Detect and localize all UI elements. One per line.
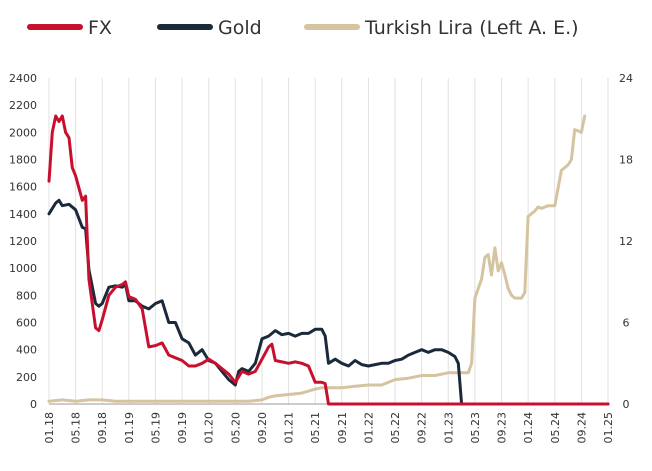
y-left-tick-label: 400 [16,344,37,357]
x-tick-label: 01.20 [203,412,216,444]
x-tick-label: 01.22 [362,412,375,444]
y-right-tick-label: 12 [619,235,633,248]
x-tick-label: 09.19 [176,412,189,444]
x-tick-label: 09.24 [575,412,588,444]
y-left-tick-label: 1600 [9,181,37,194]
y-right-tick-label: 18 [619,154,633,167]
legend-label-2: Turkish Lira (Left A. E.) [364,17,579,39]
x-tick-label: 09.18 [96,412,109,444]
x-tick-label: 01.25 [602,412,615,444]
y-left-tick-label: 600 [16,317,37,330]
legend: FX Gold Turkish Lira (Left A. E.) [27,17,579,39]
y-left-tick-label: 0 [30,398,37,411]
series-line-fx [47,114,610,406]
x-tick-label: 01.19 [123,412,136,444]
y-left-tick-label: 1000 [9,262,37,275]
x-tick-label: 05.21 [309,412,322,444]
x-tick-label: 09.22 [416,412,429,444]
x-tick-label: 09.21 [336,412,349,444]
y-left-tick-label: 200 [16,371,37,384]
series-layer [47,114,610,406]
x-tick-label: 05.22 [389,412,402,444]
y-left-tick-label: 1800 [9,154,37,167]
x-tick-label: 01.24 [522,412,535,444]
tick-labels: 0 200 400 600 800 1000 1200 1400 1600 1800 2000 220… [9,72,633,444]
x-tick-label: 05.23 [469,412,482,444]
y-right-tick-label: 6 [623,317,630,330]
x-tick-label: 05.18 [70,412,83,444]
y-left-tick-label: 1200 [9,235,37,248]
legend-label-1: Gold [218,17,262,39]
y-right-tick-label: 0 [623,398,630,411]
x-tick-label: 01.23 [442,412,455,444]
series-line-gold [47,198,610,406]
y-right-tick-label: 24 [619,72,633,85]
x-tick-label: 09.23 [496,412,509,444]
y-left-tick-label: 2000 [9,126,37,139]
x-tick-label: 05.20 [229,412,242,444]
y-left-tick-label: 2400 [9,72,37,85]
vertical-grid [48,78,609,404]
y-left-tick-label: 2200 [9,99,37,112]
y-left-tick-label: 800 [16,289,37,302]
x-tick-label: 01.21 [283,412,296,444]
x-tick-label: 05.24 [549,412,562,444]
y-left-tick-label: 1400 [9,208,37,221]
x-tick-label: 09.20 [256,412,269,444]
series-line-turkish [47,114,587,403]
x-tick-label: 01.18 [43,412,56,444]
x-tick-label: 05.19 [149,412,162,444]
legend-label-0: FX [88,17,112,39]
